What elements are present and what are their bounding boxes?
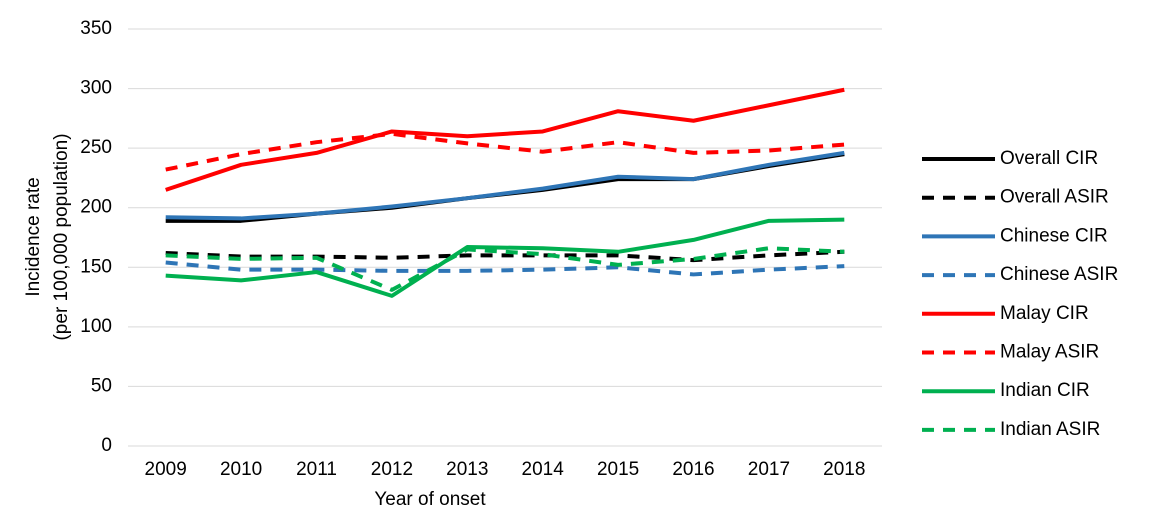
x-tick-label: 2018 [823,459,865,480]
legend-label: Malay CIR [1000,303,1089,324]
legend-label: Chinese CIR [1000,225,1108,246]
legend-label: Chinese ASIR [1000,264,1118,285]
y-tick-label: 150 [80,256,112,277]
x-tick-label: 2013 [446,459,488,480]
x-tick-label: 2011 [296,459,337,480]
legend-label: Indian CIR [1000,380,1090,401]
y-tick-label: 300 [80,78,112,99]
series-line [165,131,845,172]
series-line [165,150,845,221]
legend-label: Overall ASIR [1000,187,1109,208]
series-line [165,260,845,277]
legend-label: Indian ASIR [1000,419,1100,440]
x-tick-label: 2012 [371,459,413,480]
y-tick-label: 350 [80,18,112,39]
legend-label: Malay ASIR [1000,342,1099,363]
x-tick-label: 2016 [672,459,714,480]
y-tick-label: 50 [91,375,112,396]
series-line [165,152,845,223]
y-tick-label: 250 [80,137,112,158]
x-tick-label: 2017 [748,459,790,480]
x-tick-label: 2010 [220,459,262,480]
y-axis-label-line: (per 100,000 population) [51,133,72,340]
x-tick-label: 2015 [597,459,639,480]
x-tick-label: 2014 [522,459,565,480]
y-tick-label: 100 [80,316,112,337]
series-line [165,246,845,292]
y-tick-label: 0 [101,435,112,456]
x-axis-label: Year of onset [374,489,486,510]
x-tick-label: 2009 [145,459,187,480]
series-line [165,217,845,298]
y-axis-label-line: Incidence rate [23,177,44,296]
y-tick-label: 200 [80,197,112,218]
y-axis-label: Incidence rate (per 100,000 population) [23,133,72,340]
legend-label: Overall CIR [1000,148,1098,169]
series-line [165,87,845,192]
